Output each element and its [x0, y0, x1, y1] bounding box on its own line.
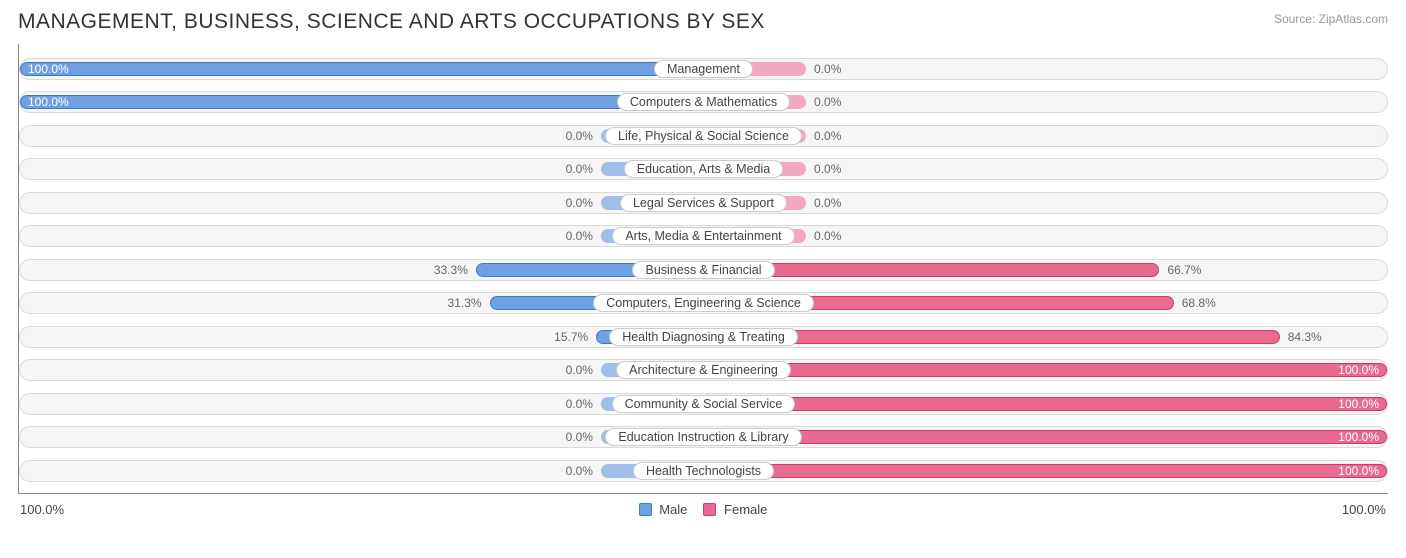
chart-source: Source: ZipAtlas.com [1274, 10, 1388, 26]
category-label: Computers & Mathematics [617, 93, 790, 111]
male-pct-label: 100.0% [20, 62, 69, 76]
legend-male: Male [639, 502, 688, 517]
chart-track: 0.0% 0.0% Legal Services & Support [19, 192, 1388, 214]
source-value: ZipAtlas.com [1319, 12, 1388, 26]
female-bar [704, 363, 1388, 377]
category-label: Architecture & Engineering [616, 361, 791, 379]
chart-row: 15.7% 84.3% Health Diagnosing & Treating [19, 322, 1388, 352]
female-bar [704, 430, 1388, 444]
chart-track: 0.0% 100.0% Health Technologists [19, 460, 1388, 482]
chart-track: 100.0% 0.0% Management [19, 58, 1388, 80]
source-label: Source: [1274, 12, 1315, 26]
male-pct-label: 15.7% [554, 330, 592, 344]
chart-footer: 100.0% Male Female 100.0% [18, 494, 1388, 517]
chart-track: 15.7% 84.3% Health Diagnosing & Treating [19, 326, 1388, 348]
legend-male-label: Male [659, 502, 687, 517]
chart-track: 0.0% 0.0% Education, Arts & Media [19, 158, 1388, 180]
male-pct-label: 0.0% [566, 363, 597, 377]
chart-track: 0.0% 100.0% Education Instruction & Librar… [19, 426, 1388, 448]
category-label: Legal Services & Support [620, 194, 787, 212]
male-bar [20, 95, 704, 109]
chart-row: 0.0% 100.0% Community & Social Service [19, 389, 1388, 419]
category-label: Business & Financial [632, 261, 774, 279]
female-pct-label: 0.0% [810, 229, 841, 243]
male-pct-label: 0.0% [566, 162, 597, 176]
category-label: Arts, Media & Entertainment [612, 227, 794, 245]
female-pct-label: 100.0% [1338, 363, 1387, 377]
legend-female-label: Female [724, 502, 767, 517]
male-pct-label: 0.0% [566, 129, 597, 143]
female-pct-label: 0.0% [810, 129, 841, 143]
category-label: Computers, Engineering & Science [593, 294, 814, 312]
category-label: Education Instruction & Library [605, 428, 801, 446]
chart-row: 31.3% 68.8% Computers, Engineering & Scien… [19, 288, 1388, 318]
chart-track: 33.3% 66.7% Business & Financial [19, 259, 1388, 281]
female-bar [704, 464, 1388, 478]
chart-title: MANAGEMENT, BUSINESS, SCIENCE AND ARTS O… [18, 10, 765, 34]
female-bar [704, 397, 1388, 411]
female-pct-label: 84.3% [1284, 330, 1322, 344]
female-pct-label: 0.0% [810, 62, 841, 76]
male-pct-label: 0.0% [566, 196, 597, 210]
male-swatch-icon [639, 503, 652, 516]
category-label: Health Technologists [633, 462, 774, 480]
chart-row: 0.0% 100.0% Health Technologists [19, 456, 1388, 486]
chart-row: 0.0% 0.0% Arts, Media & Entertainment [19, 221, 1388, 251]
chart-track: 0.0% 0.0% Arts, Media & Entertainment [19, 225, 1388, 247]
chart-track: 0.0% 100.0% Architecture & Engineering [19, 359, 1388, 381]
chart-track: 100.0% 0.0% Computers & Mathematics [19, 91, 1388, 113]
chart-track: 0.0% 0.0% Life, Physical & Social Science [19, 125, 1388, 147]
chart-track: 31.3% 68.8% Computers, Engineering & Scien… [19, 292, 1388, 314]
chart-row: 100.0% 0.0% Computers & Mathematics [19, 87, 1388, 117]
female-pct-label: 100.0% [1338, 430, 1387, 444]
category-label: Community & Social Service [612, 395, 796, 413]
male-pct-label: 33.3% [434, 263, 472, 277]
chart-plot-area: 100.0% 0.0% Management 100.0% 0.0% Computers … [18, 44, 1388, 494]
female-pct-label: 0.0% [810, 196, 841, 210]
chart-row: 0.0% 0.0% Life, Physical & Social Science [19, 121, 1388, 151]
female-swatch-icon [703, 503, 716, 516]
chart-header: MANAGEMENT, BUSINESS, SCIENCE AND ARTS O… [18, 10, 1388, 34]
female-pct-label: 68.8% [1178, 296, 1216, 310]
chart-row: 0.0% 100.0% Architecture & Engineering [19, 355, 1388, 385]
male-pct-label: 0.0% [566, 397, 597, 411]
male-pct-label: 31.3% [448, 296, 486, 310]
chart-row: 100.0% 0.0% Management [19, 54, 1388, 84]
male-bar [20, 62, 704, 76]
female-pct-label: 66.7% [1163, 263, 1201, 277]
male-pct-label: 0.0% [566, 229, 597, 243]
axis-right-label: 100.0% [1342, 502, 1386, 517]
chart-track: 0.0% 100.0% Community & Social Service [19, 393, 1388, 415]
female-pct-label: 0.0% [810, 95, 841, 109]
axis-left-label: 100.0% [20, 502, 64, 517]
category-label: Education, Arts & Media [624, 160, 783, 178]
category-label: Management [654, 60, 753, 78]
female-pct-label: 0.0% [810, 162, 841, 176]
chart-row: 0.0% 0.0% Legal Services & Support [19, 188, 1388, 218]
category-label: Health Diagnosing & Treating [609, 328, 798, 346]
category-label: Life, Physical & Social Science [605, 127, 802, 145]
male-pct-label: 0.0% [566, 464, 597, 478]
male-pct-label: 0.0% [566, 430, 597, 444]
chart-row: 33.3% 66.7% Business & Financial [19, 255, 1388, 285]
female-pct-label: 100.0% [1338, 397, 1387, 411]
legend-female: Female [703, 502, 767, 517]
chart-row: 0.0% 0.0% Education, Arts & Media [19, 154, 1388, 184]
male-pct-label: 100.0% [20, 95, 69, 109]
chart-legend: Male Female [639, 502, 768, 517]
female-pct-label: 100.0% [1338, 464, 1387, 478]
chart-row: 0.0% 100.0% Education Instruction & Librar… [19, 422, 1388, 452]
